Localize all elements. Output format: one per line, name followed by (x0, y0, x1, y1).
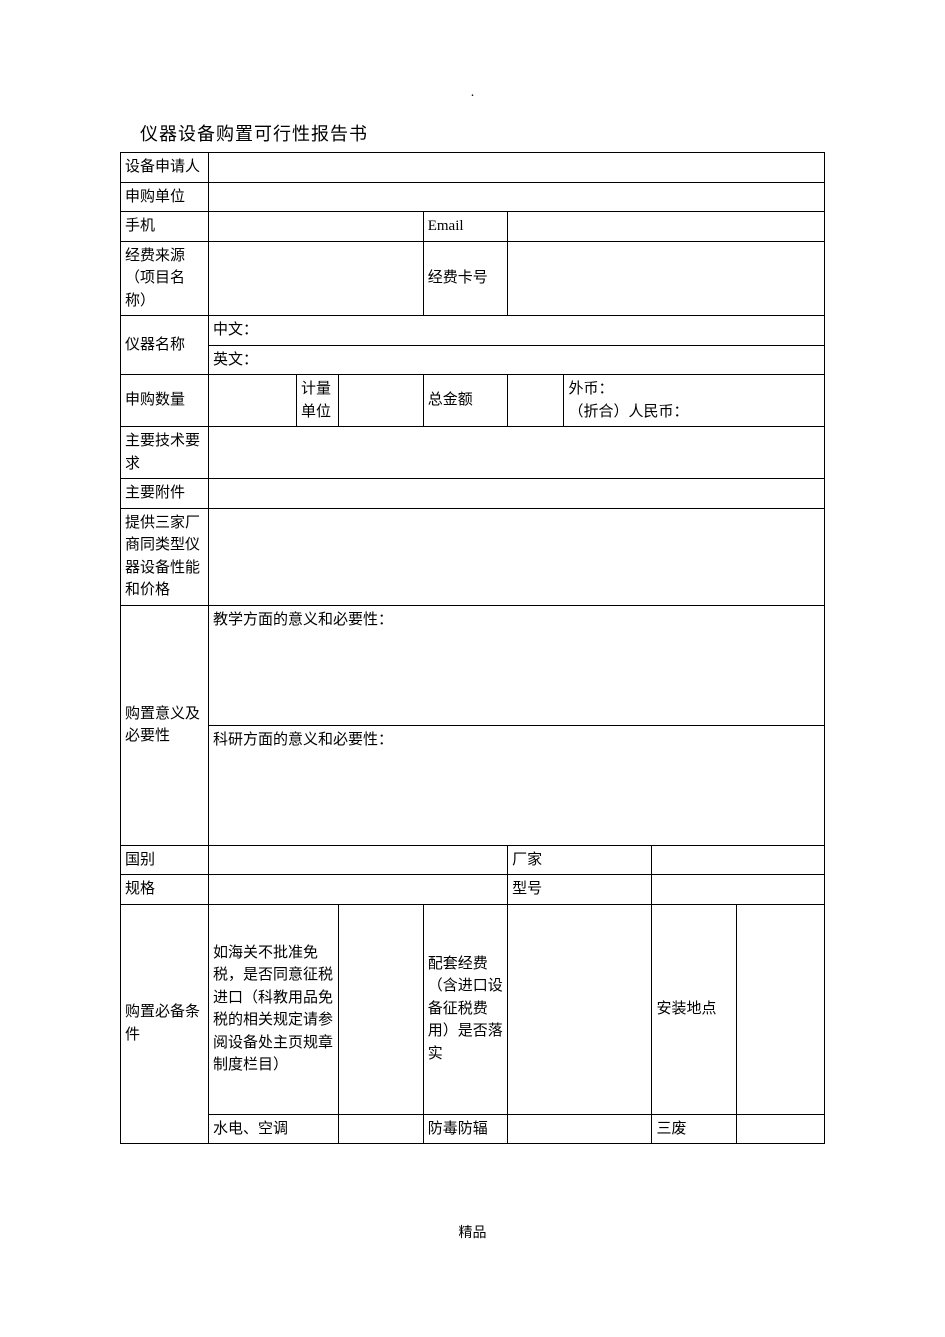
field-name-en[interactable]: 英文： (209, 345, 825, 375)
label-customs: 如海关不批准免税，是否同意征税进口（科教用品免税的相关规定请参阅设备处主页规章制… (209, 904, 339, 1114)
field-dept[interactable] (209, 182, 825, 212)
label-total: 总金额 (423, 375, 507, 427)
field-spec[interactable] (209, 875, 508, 905)
field-antirad[interactable] (508, 1114, 652, 1144)
field-install-loc[interactable] (736, 904, 824, 1114)
document-title: 仪器设备购置可行性报告书 (140, 120, 825, 146)
header-mark: . (471, 85, 475, 101)
field-tech-req[interactable] (209, 427, 825, 479)
label-email: Email (423, 212, 507, 242)
label-support-fund: 配套经费（含进口设备征税费用）是否落实 (423, 904, 507, 1114)
label-phone: 手机 (121, 212, 209, 242)
field-fund-source[interactable] (209, 241, 424, 316)
label-qty: 申购数量 (121, 375, 209, 427)
label-fund-source: 经费来源（项目名称） (121, 241, 209, 316)
field-teaching-sig[interactable]: 教学方面的意义和必要性： (209, 605, 825, 725)
label-unit: 计量单位 (297, 375, 339, 427)
field-customs[interactable] (339, 904, 423, 1114)
label-three-waste: 三废 (652, 1114, 736, 1144)
label-dept: 申购单位 (121, 182, 209, 212)
label-model: 型号 (508, 875, 652, 905)
field-country[interactable] (209, 845, 508, 875)
label-spec: 规格 (121, 875, 209, 905)
label-main-acc: 主要附件 (121, 479, 209, 509)
field-unit[interactable] (339, 375, 423, 427)
form-table: 设备申请人 申购单位 手机 Email 经费来源（项目名称） 经费卡号 仪器名称… (120, 152, 825, 1144)
field-mfr[interactable] (652, 845, 825, 875)
label-antirad: 防毒防辐 (423, 1114, 507, 1144)
label-country: 国别 (121, 845, 209, 875)
label-install-loc: 安装地点 (652, 904, 736, 1114)
label-mfr: 厂家 (508, 845, 652, 875)
field-name-cn[interactable]: 中文： (209, 316, 825, 346)
field-applicant[interactable] (209, 153, 825, 183)
label-applicant: 设备申请人 (121, 153, 209, 183)
label-utilities: 水电、空调 (209, 1114, 339, 1144)
field-phone[interactable] (209, 212, 424, 242)
field-research-sig[interactable]: 科研方面的意义和必要性： (209, 725, 825, 845)
field-qty[interactable] (209, 375, 297, 427)
field-three-waste[interactable] (736, 1114, 824, 1144)
label-conditions: 购置必备条件 (121, 904, 209, 1144)
field-fund-card[interactable] (508, 241, 825, 316)
field-total[interactable] (508, 375, 564, 427)
footer-text: 精品 (459, 1222, 487, 1242)
label-three-vendors: 提供三家厂商同类型仪器设备性能和价格 (121, 508, 209, 605)
field-email[interactable] (508, 212, 825, 242)
label-instrument-name: 仪器名称 (121, 316, 209, 375)
label-fund-card: 经费卡号 (423, 241, 507, 316)
document-body: 仪器设备购置可行性报告书 设备申请人 申购单位 手机 Email (120, 120, 825, 1144)
field-utilities[interactable] (339, 1114, 423, 1144)
label-significance: 购置意义及必要性 (121, 605, 209, 845)
label-tech-req: 主要技术要求 (121, 427, 209, 479)
field-currency[interactable]: 外币： （折合）人民币： (564, 375, 825, 427)
field-three-vendors[interactable] (209, 508, 825, 605)
field-model[interactable] (652, 875, 825, 905)
field-support-fund[interactable] (508, 904, 652, 1114)
field-main-acc[interactable] (209, 479, 825, 509)
